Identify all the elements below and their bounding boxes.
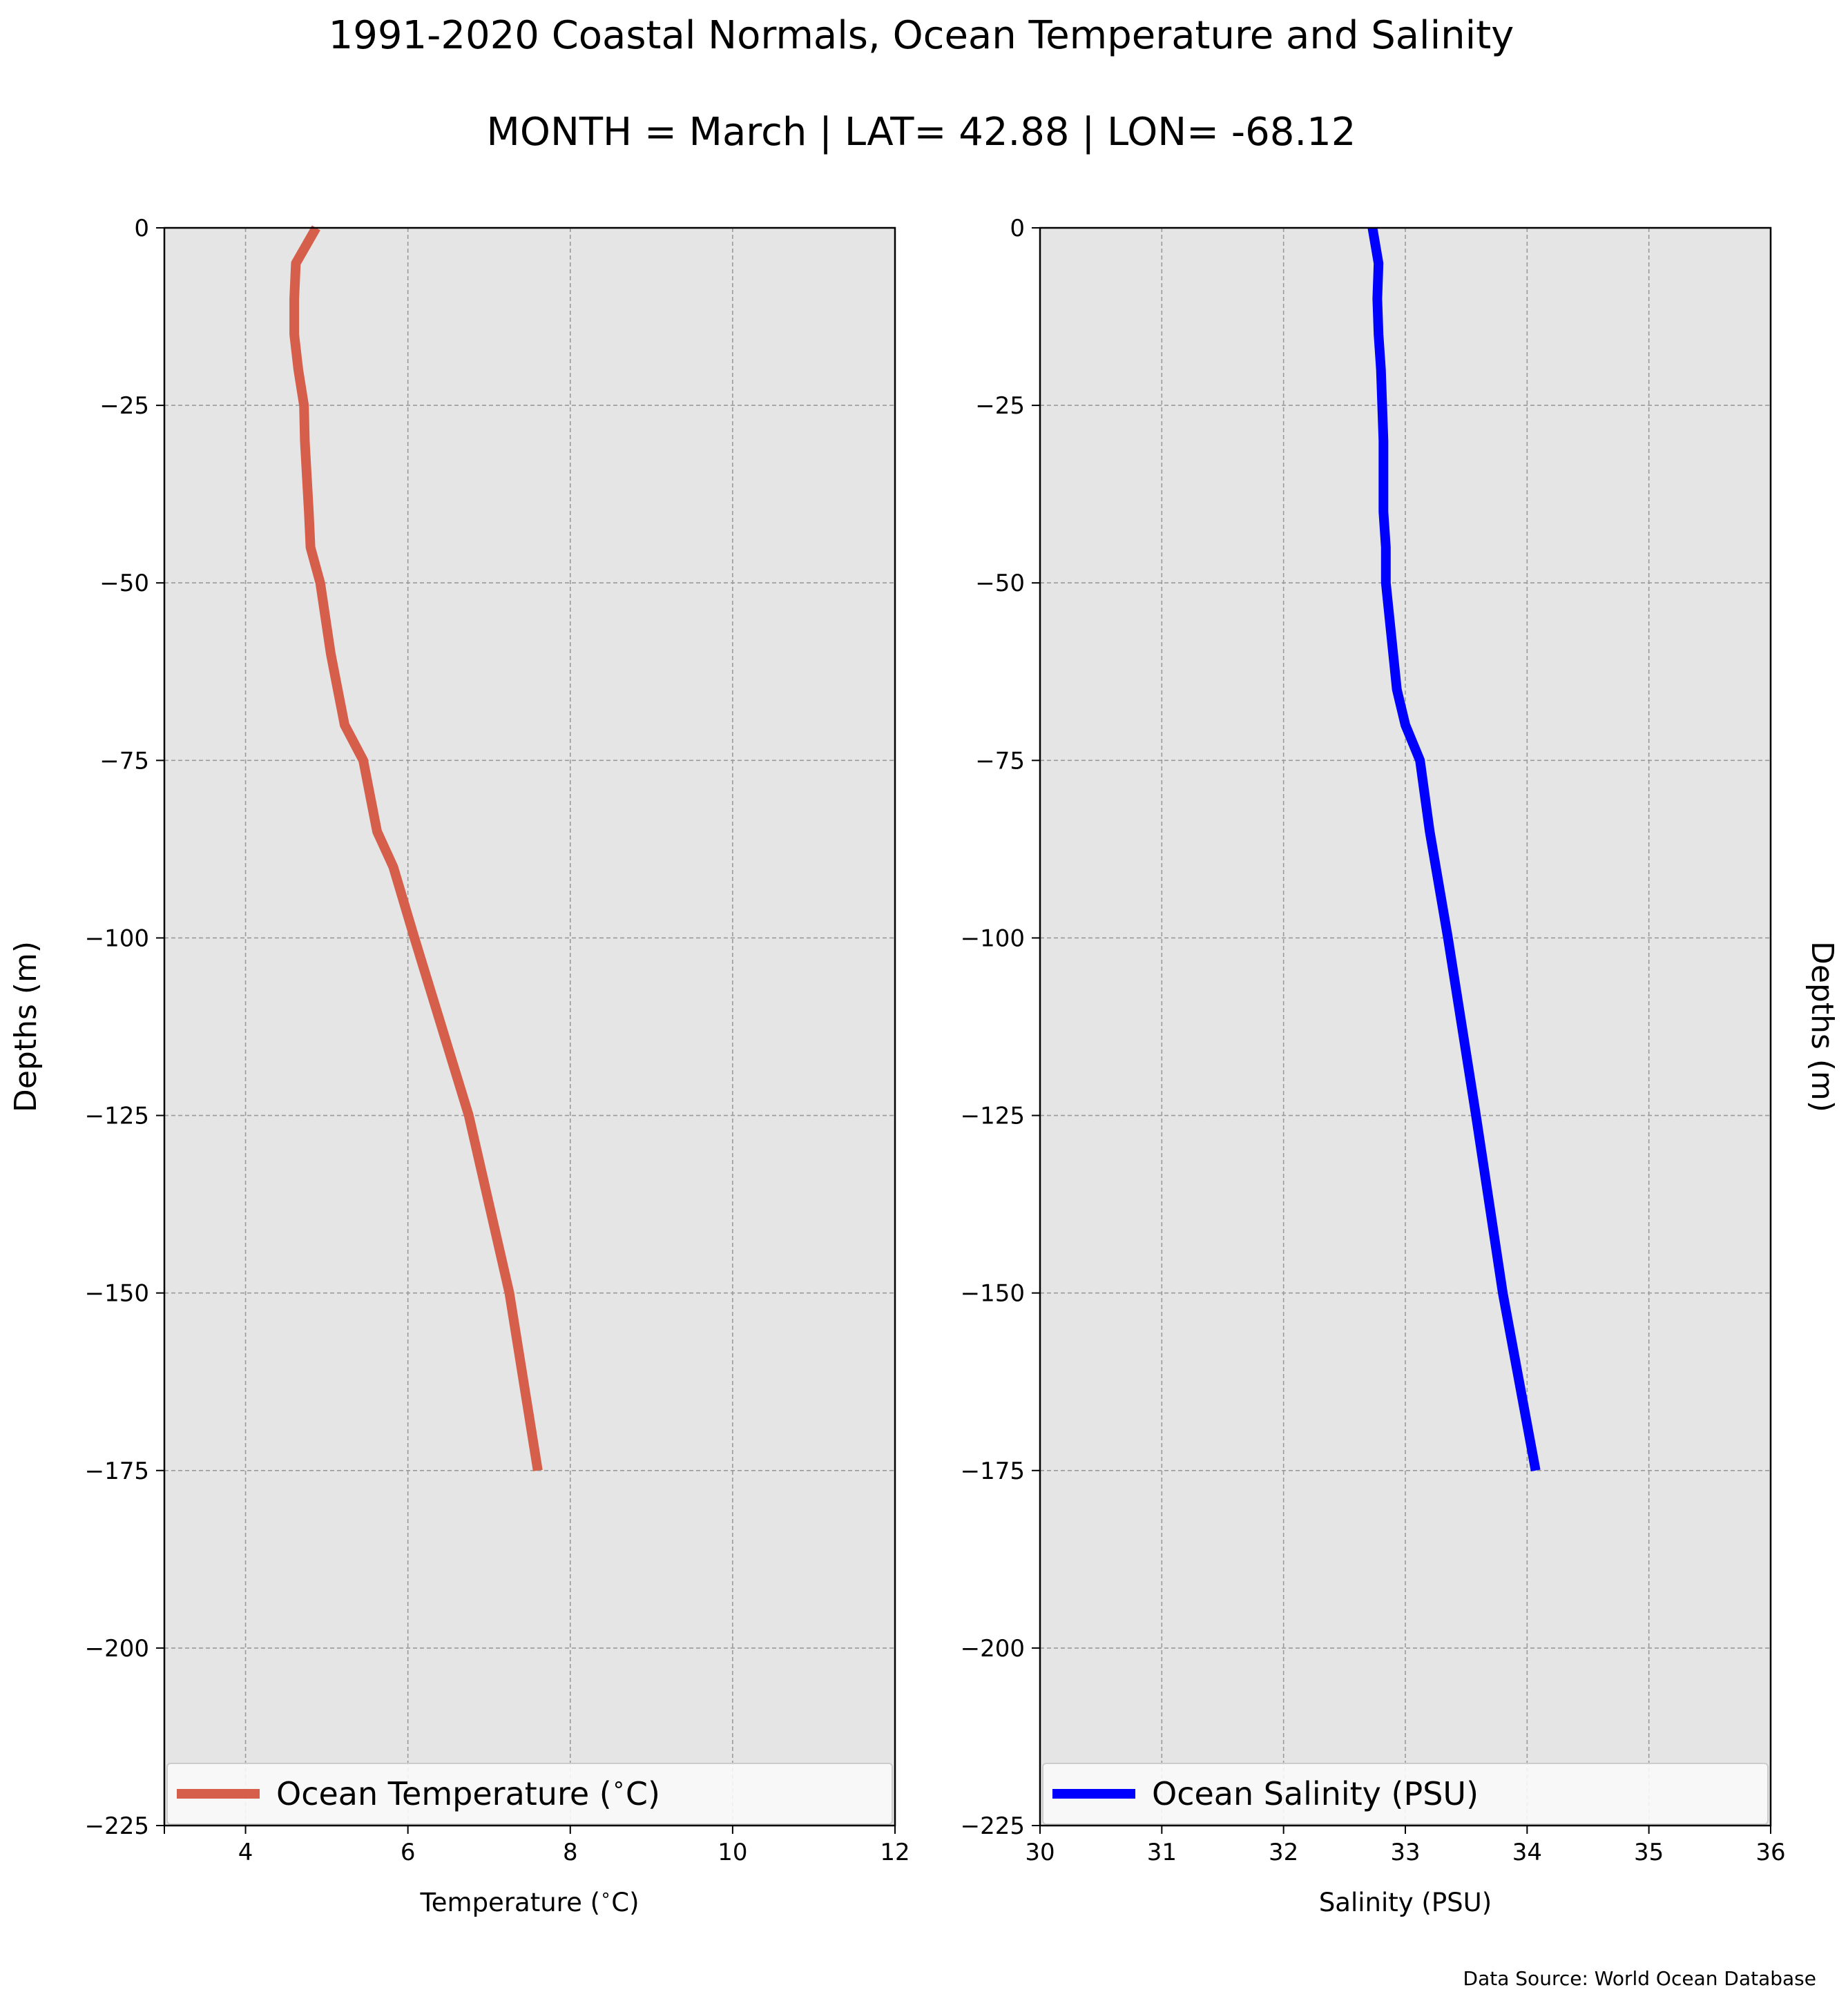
temperature-panel: Ocean Temperature (∘C) 4 6 8 10 12 0 −25 −50 −75 −… bbox=[8, 215, 910, 1917]
data-source-note: Data Source: World Ocean Database bbox=[1463, 1967, 1816, 1990]
legend-box bbox=[166, 1763, 893, 1825]
x-tick-label: 4 bbox=[238, 1839, 253, 1866]
y-tick-label: −75 bbox=[99, 747, 149, 775]
x-tick-label: 32 bbox=[1269, 1839, 1298, 1866]
y-axis-label: Depths (m) bbox=[1804, 941, 1840, 1112]
y-tick-label: −200 bbox=[85, 1635, 149, 1663]
legend-label: Ocean Temperature (∘C) bbox=[276, 1771, 660, 1812]
x-tick-label: 34 bbox=[1512, 1839, 1542, 1866]
y-tick-label: −25 bbox=[975, 392, 1025, 420]
y-tick-label: −50 bbox=[975, 570, 1025, 597]
y-tick-label: −125 bbox=[961, 1103, 1025, 1130]
x-tick-label: 36 bbox=[1755, 1839, 1785, 1866]
x-tick-label: 30 bbox=[1025, 1839, 1055, 1866]
y-tick-label: −150 bbox=[85, 1280, 149, 1308]
y-tick-label: −100 bbox=[85, 925, 149, 952]
x-tick-label: 35 bbox=[1634, 1839, 1664, 1866]
series-line bbox=[289, 225, 543, 1471]
chart-subtitle: MONTH = March | LAT= 42.88 | LON= -68.12 bbox=[487, 110, 1356, 155]
y-tick-label: −225 bbox=[961, 1812, 1025, 1840]
x-axis-label: Salinity (PSU) bbox=[1319, 1888, 1492, 1917]
y-tick-label: 0 bbox=[1010, 215, 1025, 242]
series-line bbox=[1367, 226, 1541, 1472]
y-tick-label: −225 bbox=[85, 1812, 149, 1840]
x-tick-label: 12 bbox=[880, 1839, 909, 1866]
y-tick-label: −175 bbox=[961, 1458, 1025, 1485]
x-tick-label: 6 bbox=[401, 1839, 416, 1866]
chart-title: 1991-2020 Coastal Normals, Ocean Tempera… bbox=[329, 13, 1514, 58]
y-tick-label: −200 bbox=[961, 1635, 1025, 1663]
legend-box bbox=[1042, 1763, 1769, 1825]
y-tick-label: −75 bbox=[975, 747, 1025, 775]
plot-area bbox=[1040, 228, 1771, 1826]
axes-frame bbox=[163, 226, 896, 1827]
y-tick-label: −150 bbox=[961, 1280, 1025, 1308]
legend: Ocean Temperature (∘C) bbox=[166, 1763, 893, 1825]
y-tick-label: −25 bbox=[99, 392, 149, 420]
x-tick-label: 10 bbox=[718, 1839, 747, 1866]
y-tick-label: −100 bbox=[961, 925, 1025, 952]
y-tick-label: 0 bbox=[134, 215, 149, 242]
legend-label: Ocean Salinity (PSU) bbox=[1152, 1775, 1479, 1812]
x-tick-label: 8 bbox=[563, 1839, 578, 1866]
x-tick-label: 31 bbox=[1147, 1839, 1177, 1866]
y-axis-label: Depths (m) bbox=[8, 941, 44, 1112]
salinity-panel: Ocean Salinity (PSU) 30 31 32 33 34 35 36 0 −25 −5… bbox=[961, 215, 1840, 1917]
y-tick-label: −50 bbox=[99, 570, 149, 597]
y-tick-label: −125 bbox=[85, 1103, 149, 1130]
plot-area bbox=[164, 228, 895, 1826]
y-tick-label: −175 bbox=[85, 1458, 149, 1485]
x-tick-label: 33 bbox=[1390, 1839, 1420, 1866]
legend: Ocean Salinity (PSU) bbox=[1042, 1763, 1769, 1825]
